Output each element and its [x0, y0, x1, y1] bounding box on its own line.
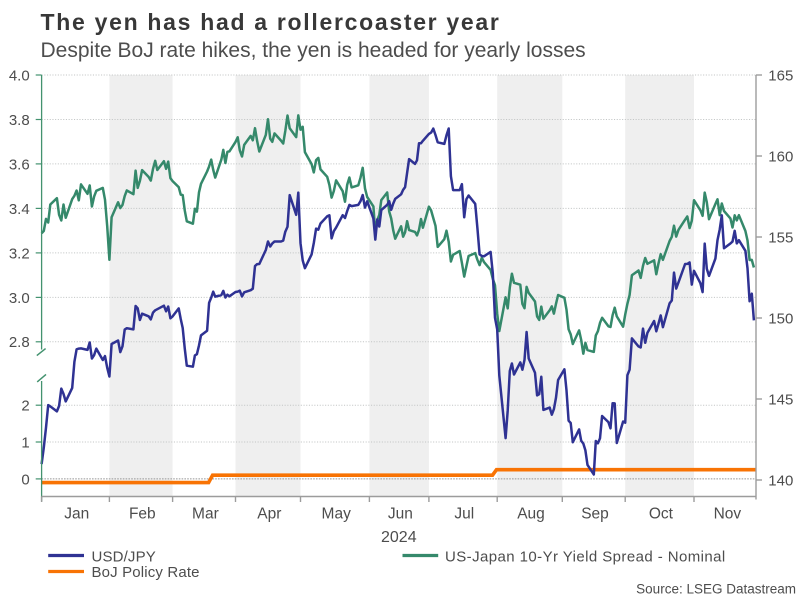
svg-text:3.4: 3.4	[9, 201, 30, 218]
svg-text:3.8: 3.8	[9, 112, 30, 129]
svg-text:Oct: Oct	[649, 505, 674, 522]
svg-text:155: 155	[768, 229, 793, 246]
svg-text:Mar: Mar	[192, 505, 219, 522]
svg-text:3.6: 3.6	[9, 156, 30, 173]
svg-text:0: 0	[21, 471, 29, 488]
svg-text:165: 165	[768, 67, 793, 84]
svg-text:Feb: Feb	[129, 505, 156, 522]
svg-text:2: 2	[21, 398, 29, 415]
svg-text:Despite BoJ rate hikes, the ye: Despite BoJ rate hikes, the yen is heade…	[41, 39, 586, 62]
svg-text:Sep: Sep	[581, 505, 609, 522]
svg-text:BoJ Policy Rate: BoJ Policy Rate	[92, 564, 200, 581]
svg-text:Nov: Nov	[714, 505, 742, 522]
svg-text:2024: 2024	[381, 529, 417, 546]
svg-text:3.2: 3.2	[9, 245, 30, 262]
svg-text:3.0: 3.0	[9, 290, 30, 307]
svg-text:Apr: Apr	[257, 505, 281, 522]
svg-text:1: 1	[21, 434, 29, 451]
svg-text:160: 160	[768, 148, 793, 165]
svg-text:Source: LSEG Datastream: Source: LSEG Datastream	[636, 582, 796, 597]
svg-text:May: May	[322, 505, 352, 522]
svg-text:US-Japan 10-Yr Yield Spread -: US-Japan 10-Yr Yield Spread - Nominal	[445, 549, 726, 566]
svg-text:The yen has had a rollercoaste: The yen has had a rollercoaster year	[41, 9, 501, 35]
svg-text:Aug: Aug	[517, 505, 545, 522]
svg-text:Jun: Jun	[388, 505, 413, 522]
svg-text:Jan: Jan	[64, 505, 89, 522]
svg-text:150: 150	[768, 310, 793, 327]
svg-text:USD/JPY: USD/JPY	[92, 549, 156, 566]
svg-text:145: 145	[768, 391, 793, 408]
svg-text:4.0: 4.0	[9, 67, 30, 84]
svg-text:Jul: Jul	[454, 505, 474, 522]
svg-text:140: 140	[768, 472, 793, 489]
svg-text:2.8: 2.8	[9, 334, 30, 351]
